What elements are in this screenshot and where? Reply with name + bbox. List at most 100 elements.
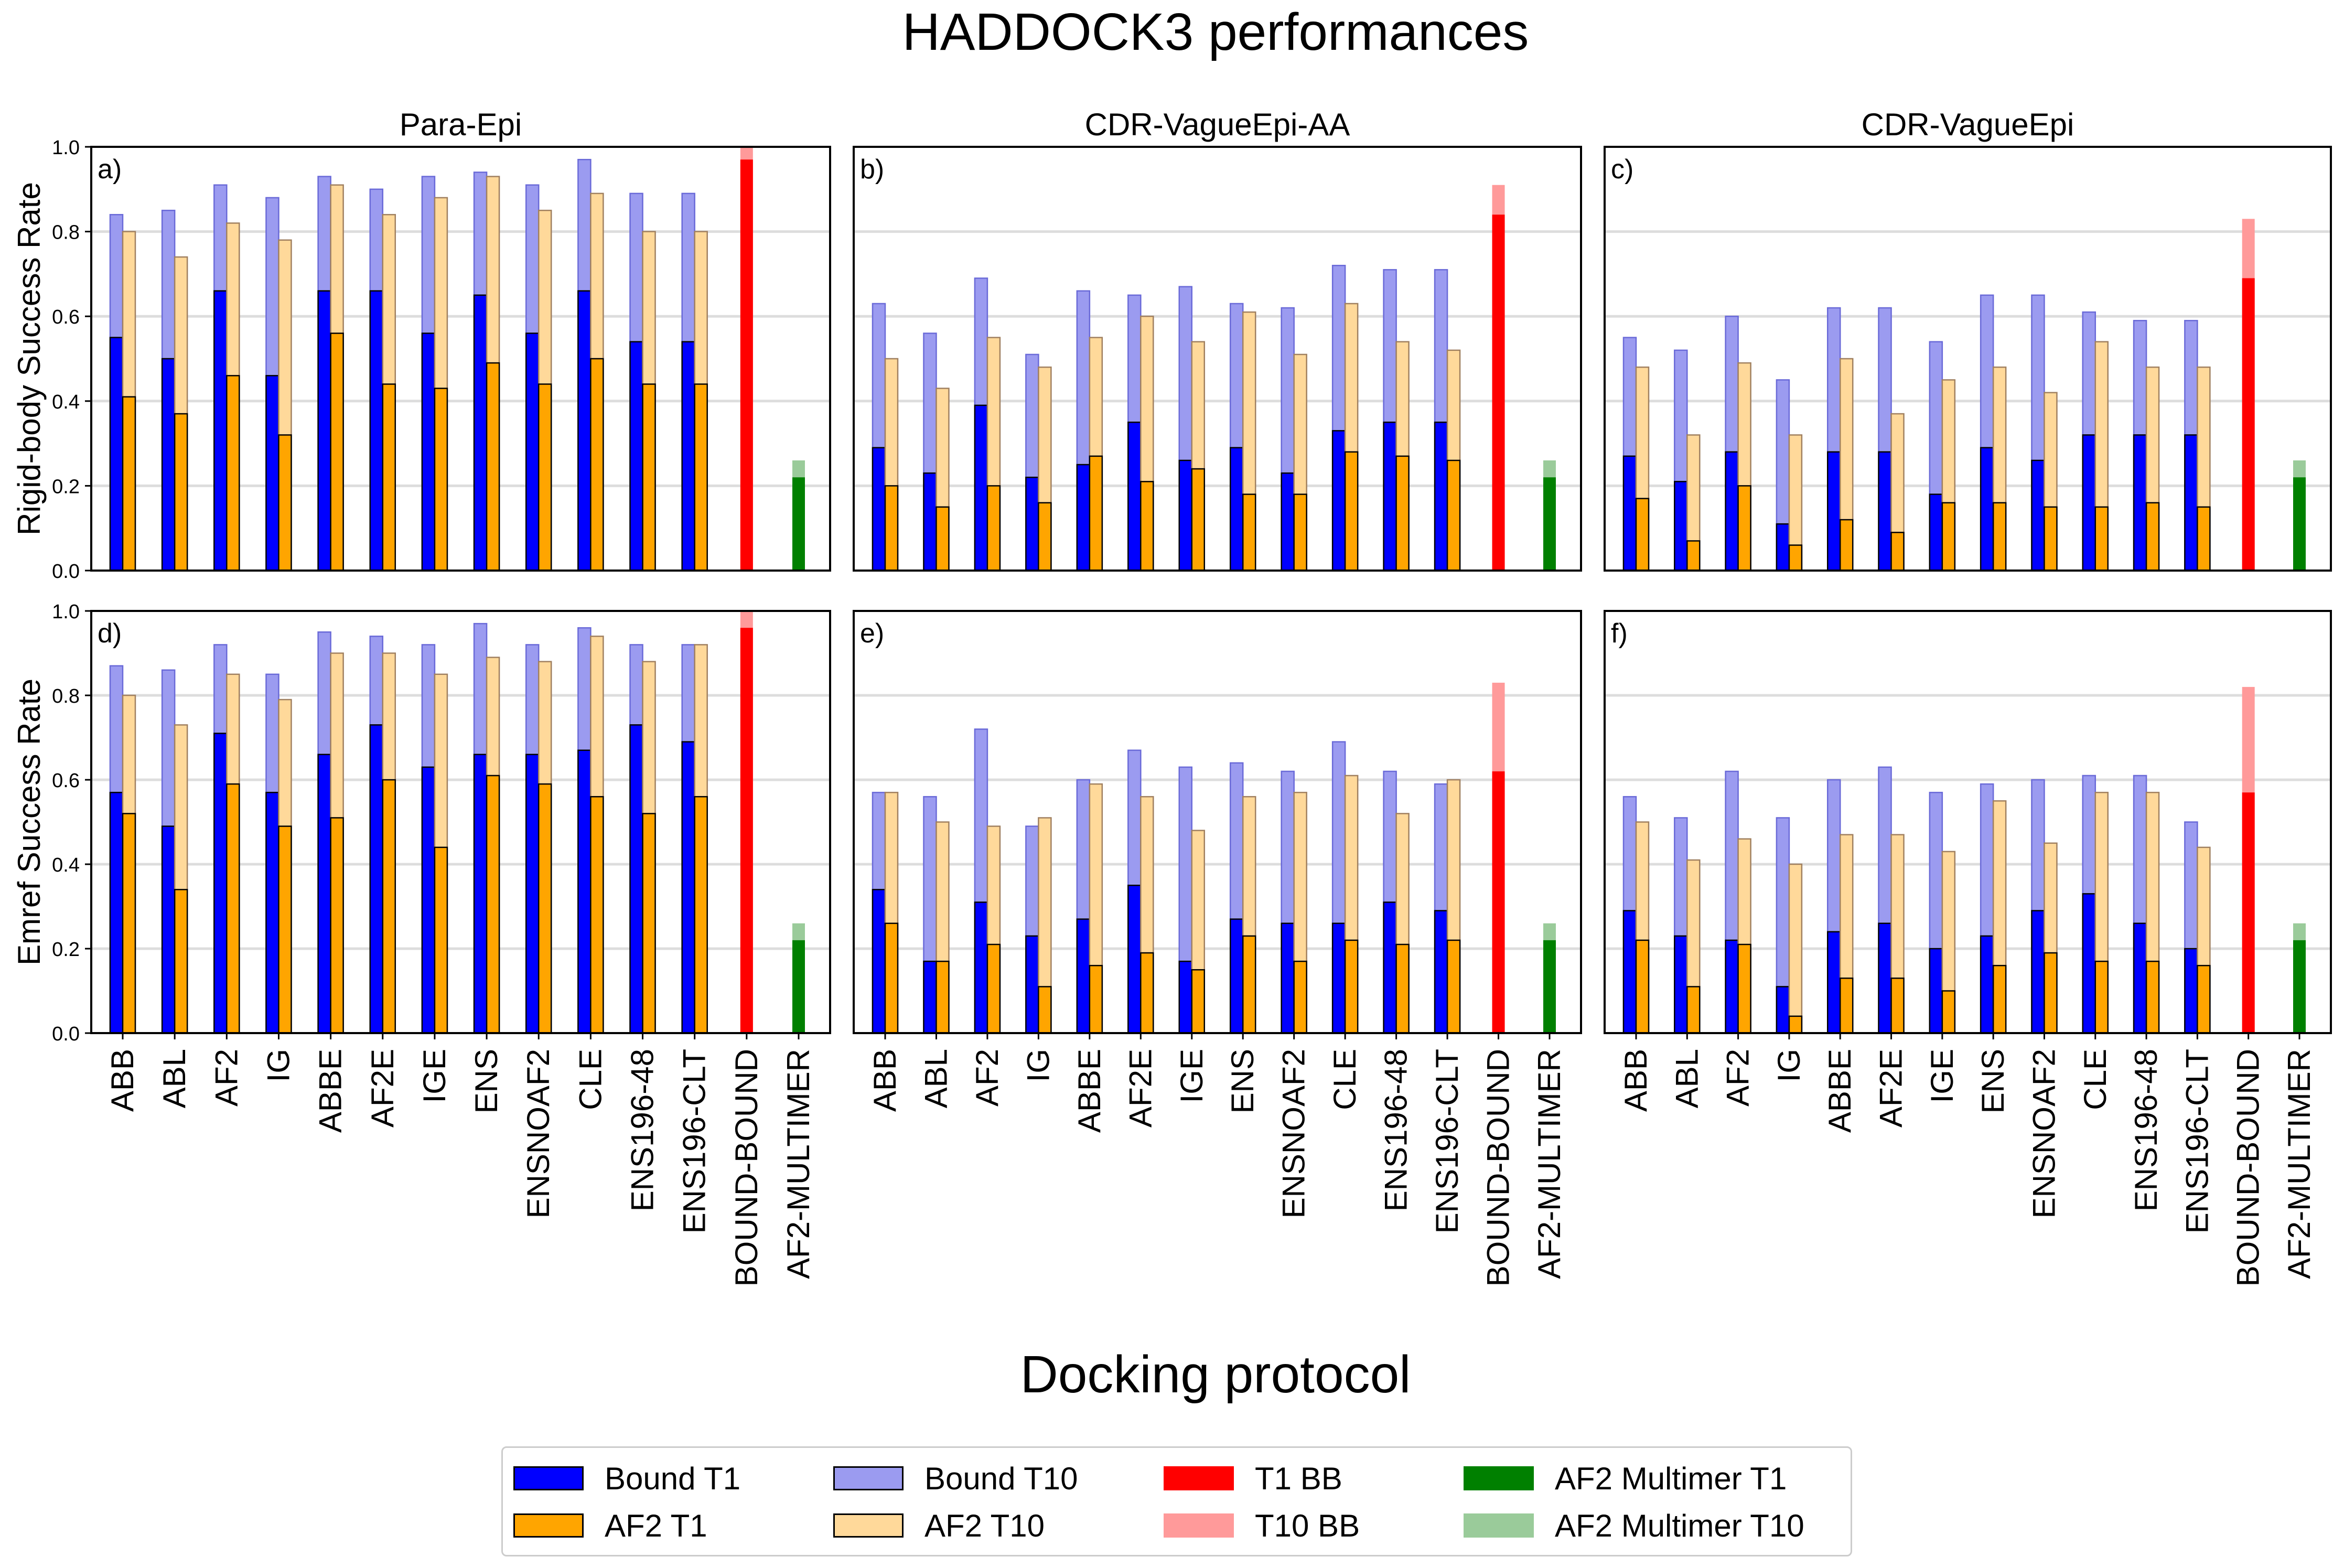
plot-frame (853, 610, 1582, 1034)
bar-af2-t1 (2145, 502, 2160, 572)
y-tick-label: 0.0 (52, 561, 80, 583)
bar-bound-t1 (2184, 434, 2198, 572)
bar-af2-t1 (1191, 468, 1206, 572)
bar-af2-t1 (986, 485, 1001, 572)
bar-af2-t1 (122, 396, 136, 572)
bar-af2-t1 (1038, 986, 1052, 1034)
bar-bound-t1 (923, 472, 937, 572)
bar-bound-t1 (1434, 910, 1448, 1034)
bar-multimer-t1 (792, 940, 805, 1033)
bar-af2-t1 (1686, 986, 1701, 1034)
bar-bound-t1 (317, 290, 331, 572)
x-tick-label: ENS (1975, 1049, 2010, 1113)
x-tick-label: ENS196-48 (2128, 1049, 2164, 1211)
legend-item: AF2 Multimer T10 (1464, 1508, 1804, 1543)
x-tick-label: ENS (469, 1049, 504, 1113)
bar-bound-t1 (265, 375, 279, 572)
x-tick-label: ENSNOAF2 (2026, 1049, 2061, 1218)
bar-af2-t1 (537, 783, 552, 1034)
bar-af2-t1 (590, 796, 604, 1034)
legend-label: T10 BB (1255, 1508, 1360, 1543)
bar-bound-t1 (1878, 451, 1892, 572)
bar-bound-t1 (2031, 910, 2045, 1034)
bar-multimer-t1 (1543, 477, 1556, 571)
bar-bound-t1 (1025, 476, 1039, 572)
bar-bound-t1 (1434, 421, 1448, 572)
bar-multimer-t1 (2293, 940, 2306, 1033)
bar-bound-t1 (1622, 455, 1637, 572)
bar-af2-t1 (174, 889, 188, 1034)
bar-bound-t1 (1178, 459, 1193, 572)
y-tick-label: 1.0 (52, 137, 80, 159)
bar-bound-t1 (421, 332, 436, 572)
figure-title: HADDOCK3 performances (902, 3, 1529, 61)
x-tick-label: IGE (417, 1049, 452, 1103)
bar-bound-t1 (369, 290, 384, 572)
bar-bound-t1 (525, 332, 540, 572)
bar-af2-t1 (1293, 493, 1307, 572)
bar-bound-t1 (421, 766, 436, 1034)
x-tick-label: ABB (867, 1049, 902, 1112)
bar-bound-t1 (1178, 960, 1193, 1034)
legend-label: T1 BB (1255, 1460, 1342, 1496)
bar-bb-t1 (740, 628, 753, 1033)
bar-bound-t1 (2082, 434, 2096, 572)
bar-af2-t1 (2044, 952, 2058, 1034)
bar-af2-t1 (1344, 451, 1359, 572)
y-tick-label: 0.0 (52, 1023, 80, 1045)
legend-label: AF2 T1 (605, 1508, 707, 1543)
x-tick-label: ENS196-48 (1379, 1049, 1414, 1211)
bar-af2-t1 (1941, 990, 1956, 1034)
bar-bound-t1 (629, 724, 643, 1034)
x-tick-label: ABL (1669, 1049, 1704, 1108)
bar-bound-t1 (1331, 922, 1346, 1034)
bar-af2-t1 (278, 825, 292, 1034)
panel-label: f) (1611, 618, 1628, 649)
y-tick-label: 0.4 (52, 854, 80, 876)
bar-bound-t1 (1127, 421, 1142, 572)
y-tick-label: 1.0 (52, 601, 80, 623)
bar-af2-t10 (1788, 863, 1803, 1034)
legend-label: AF2 Multimer T1 (1555, 1460, 1787, 1496)
bar-bound-t1 (1076, 464, 1091, 572)
y-tick-label: 0.2 (52, 476, 80, 498)
bar-af2-t1 (2044, 506, 2058, 572)
bar-af2-t1 (382, 383, 396, 572)
bar-bound-t1 (1331, 430, 1346, 572)
bar-af2-t1 (694, 383, 708, 572)
bar-bound-t1 (1776, 523, 1790, 572)
bar-bound-t1 (1622, 910, 1637, 1034)
bar-af2-t1 (1395, 455, 1410, 572)
bar-bound-t1 (213, 733, 228, 1034)
bar-bound-t1 (1383, 421, 1397, 572)
panel-label: d) (98, 618, 122, 649)
bar-af2-t1 (1839, 978, 1854, 1034)
bar-af2-t1 (1242, 493, 1256, 572)
bar-bound-t1 (1383, 901, 1397, 1034)
bar-bound-t1 (1127, 885, 1142, 1034)
column-title: Para-Epi (400, 107, 522, 142)
bar-bound-t1 (681, 741, 695, 1034)
y-tick-label: 0.4 (52, 391, 80, 413)
bar-bound-t1 (1980, 935, 1994, 1034)
legend-swatch (1464, 1513, 1534, 1538)
x-tick-label: AF2 (209, 1049, 244, 1107)
panel-f: f) ABB ABL AF2 IG ABBE AF2E IGE ENS ENSNOAF2 CLE EN… (1604, 610, 2332, 1286)
bar-af2-t1 (1446, 459, 1461, 572)
legend-label: Bound T1 (605, 1460, 741, 1496)
panel-label: c) (1611, 154, 1633, 185)
bar-bound-t1 (213, 290, 228, 572)
bar-bound-t1 (2133, 922, 2147, 1034)
plot-frame (90, 146, 831, 572)
panel-b: b) CDR-VagueEpi-AA (853, 107, 1582, 572)
bar-af2-t1 (122, 813, 136, 1034)
bar-af2-t1 (884, 922, 899, 1034)
legend-item: AF2 Multimer T1 (1464, 1460, 1787, 1496)
bar-bound-t1 (872, 889, 886, 1034)
panel-label: e) (860, 618, 884, 649)
bar-bound-t1 (1076, 918, 1091, 1034)
x-tick-label: ENS196-CLT (1429, 1049, 1465, 1233)
bar-bound-t1 (317, 754, 331, 1034)
bar-bound-t1 (1878, 922, 1892, 1034)
